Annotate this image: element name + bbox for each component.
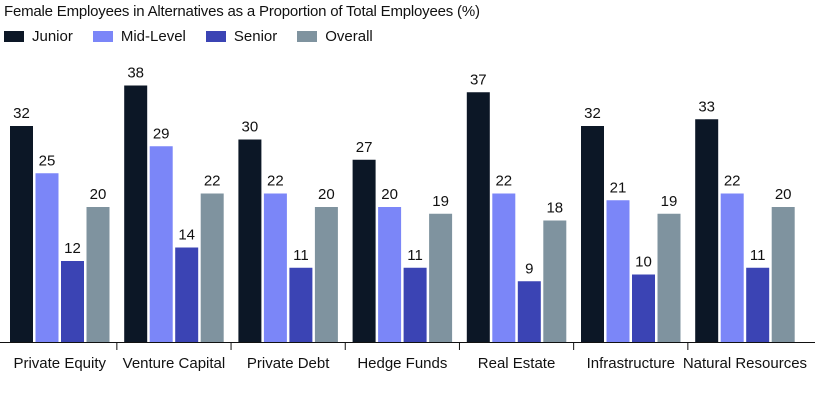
category-label-private-equity: Private Equity — [13, 355, 106, 372]
data-label-natural-resources-junior: 33 — [698, 98, 715, 115]
data-label-hedge-funds-overall: 19 — [432, 193, 449, 210]
data-label-private-equity-mid-level: 25 — [39, 152, 56, 169]
data-label-venture-capital-overall: 22 — [204, 173, 221, 190]
data-label-private-debt-junior: 30 — [242, 119, 259, 136]
bar-private-debt-overall — [314, 207, 338, 342]
legend-swatch-overall — [297, 31, 318, 42]
legend-label-junior: Junior — [32, 28, 73, 45]
bar-real-estate-overall — [543, 220, 567, 342]
legend-swatch-senior — [205, 31, 226, 42]
bar-private-equity-overall — [86, 207, 110, 342]
data-label-venture-capital-junior: 38 — [127, 65, 144, 82]
legend-item-overall: Overall — [297, 28, 373, 45]
legend: Junior Mid-Level Senior Overall — [4, 28, 393, 45]
bar-hedge-funds-mid-level — [378, 207, 402, 342]
data-label-hedge-funds-junior: 27 — [356, 139, 373, 156]
data-label-venture-capital-senior: 14 — [178, 227, 195, 244]
legend-label-overall: Overall — [325, 28, 373, 45]
data-label-real-estate-junior: 37 — [470, 71, 487, 88]
bar-private-debt-senior — [289, 267, 313, 342]
bar-real-estate-mid-level — [492, 193, 516, 342]
data-label-natural-resources-overall: 20 — [775, 186, 792, 203]
legend-swatch-junior — [4, 31, 24, 42]
bar-hedge-funds-senior — [403, 267, 427, 342]
data-label-private-equity-junior: 32 — [13, 105, 30, 122]
bar-private-equity-junior — [10, 126, 33, 342]
data-label-natural-resources-senior: 11 — [750, 247, 766, 264]
data-label-private-debt-senior: 11 — [293, 247, 309, 264]
bar-natural-resources-junior — [695, 119, 719, 342]
bar-private-equity-senior — [61, 261, 84, 342]
bar-private-equity-mid-level — [35, 173, 59, 342]
chart-title: Female Employees in Alternatives as a Pr… — [4, 3, 480, 20]
data-label-private-debt-overall: 20 — [318, 186, 335, 203]
category-label-natural-resources: Natural Resources — [683, 355, 807, 372]
legend-label-senior: Senior — [233, 28, 278, 45]
data-label-infrastructure-mid-level: 21 — [610, 179, 627, 196]
bar-hedge-funds-overall — [429, 213, 453, 342]
data-label-private-debt-mid-level: 22 — [267, 173, 284, 190]
bar-natural-resources-overall — [771, 207, 795, 342]
data-label-infrastructure-senior: 10 — [635, 254, 652, 271]
bar-venture-capital-mid-level — [149, 146, 173, 342]
data-label-private-equity-overall: 20 — [90, 186, 107, 203]
bar-real-estate-junior — [466, 92, 490, 342]
legend-item-senior: Senior — [205, 28, 278, 45]
data-label-venture-capital-mid-level: 29 — [153, 125, 170, 142]
bar-private-debt-junior — [238, 139, 262, 342]
data-label-natural-resources-mid-level: 22 — [724, 173, 741, 190]
data-label-real-estate-mid-level: 22 — [495, 173, 512, 190]
bar-real-estate-senior — [517, 281, 541, 342]
bar-venture-capital-junior — [124, 85, 148, 342]
category-label-real-estate: Real Estate — [478, 355, 556, 372]
data-label-hedge-funds-senior: 11 — [407, 247, 423, 264]
legend-label-mid-level: Mid-Level — [120, 28, 186, 45]
legend-swatch-mid-level — [92, 31, 113, 42]
bar-natural-resources-mid-level — [720, 193, 744, 342]
bar-natural-resources-senior — [746, 267, 770, 342]
data-label-infrastructure-overall: 19 — [661, 193, 678, 210]
bar-hedge-funds-junior — [352, 159, 376, 342]
bar-infrastructure-senior — [632, 274, 655, 342]
bar-infrastructure-junior — [581, 126, 604, 342]
legend-item-mid-level: Mid-Level — [92, 28, 186, 45]
bar-infrastructure-mid-level — [606, 200, 630, 342]
category-label-private-debt: Private Debt — [247, 355, 330, 372]
data-label-private-equity-senior: 12 — [64, 240, 81, 257]
legend-item-junior: Junior — [4, 28, 73, 45]
bar-venture-capital-overall — [200, 193, 224, 342]
bar-venture-capital-senior — [175, 247, 199, 342]
category-label-hedge-funds: Hedge Funds — [357, 355, 447, 372]
data-label-hedge-funds-mid-level: 20 — [381, 186, 398, 203]
category-label-venture-capital: Venture Capital — [123, 355, 226, 372]
data-label-real-estate-senior: 9 — [525, 260, 533, 277]
bar-infrastructure-overall — [657, 213, 681, 342]
category-label-infrastructure: Infrastructure — [587, 355, 675, 372]
data-label-real-estate-overall: 18 — [546, 200, 563, 217]
bar-private-debt-mid-level — [263, 193, 287, 342]
data-label-infrastructure-junior: 32 — [584, 105, 601, 122]
